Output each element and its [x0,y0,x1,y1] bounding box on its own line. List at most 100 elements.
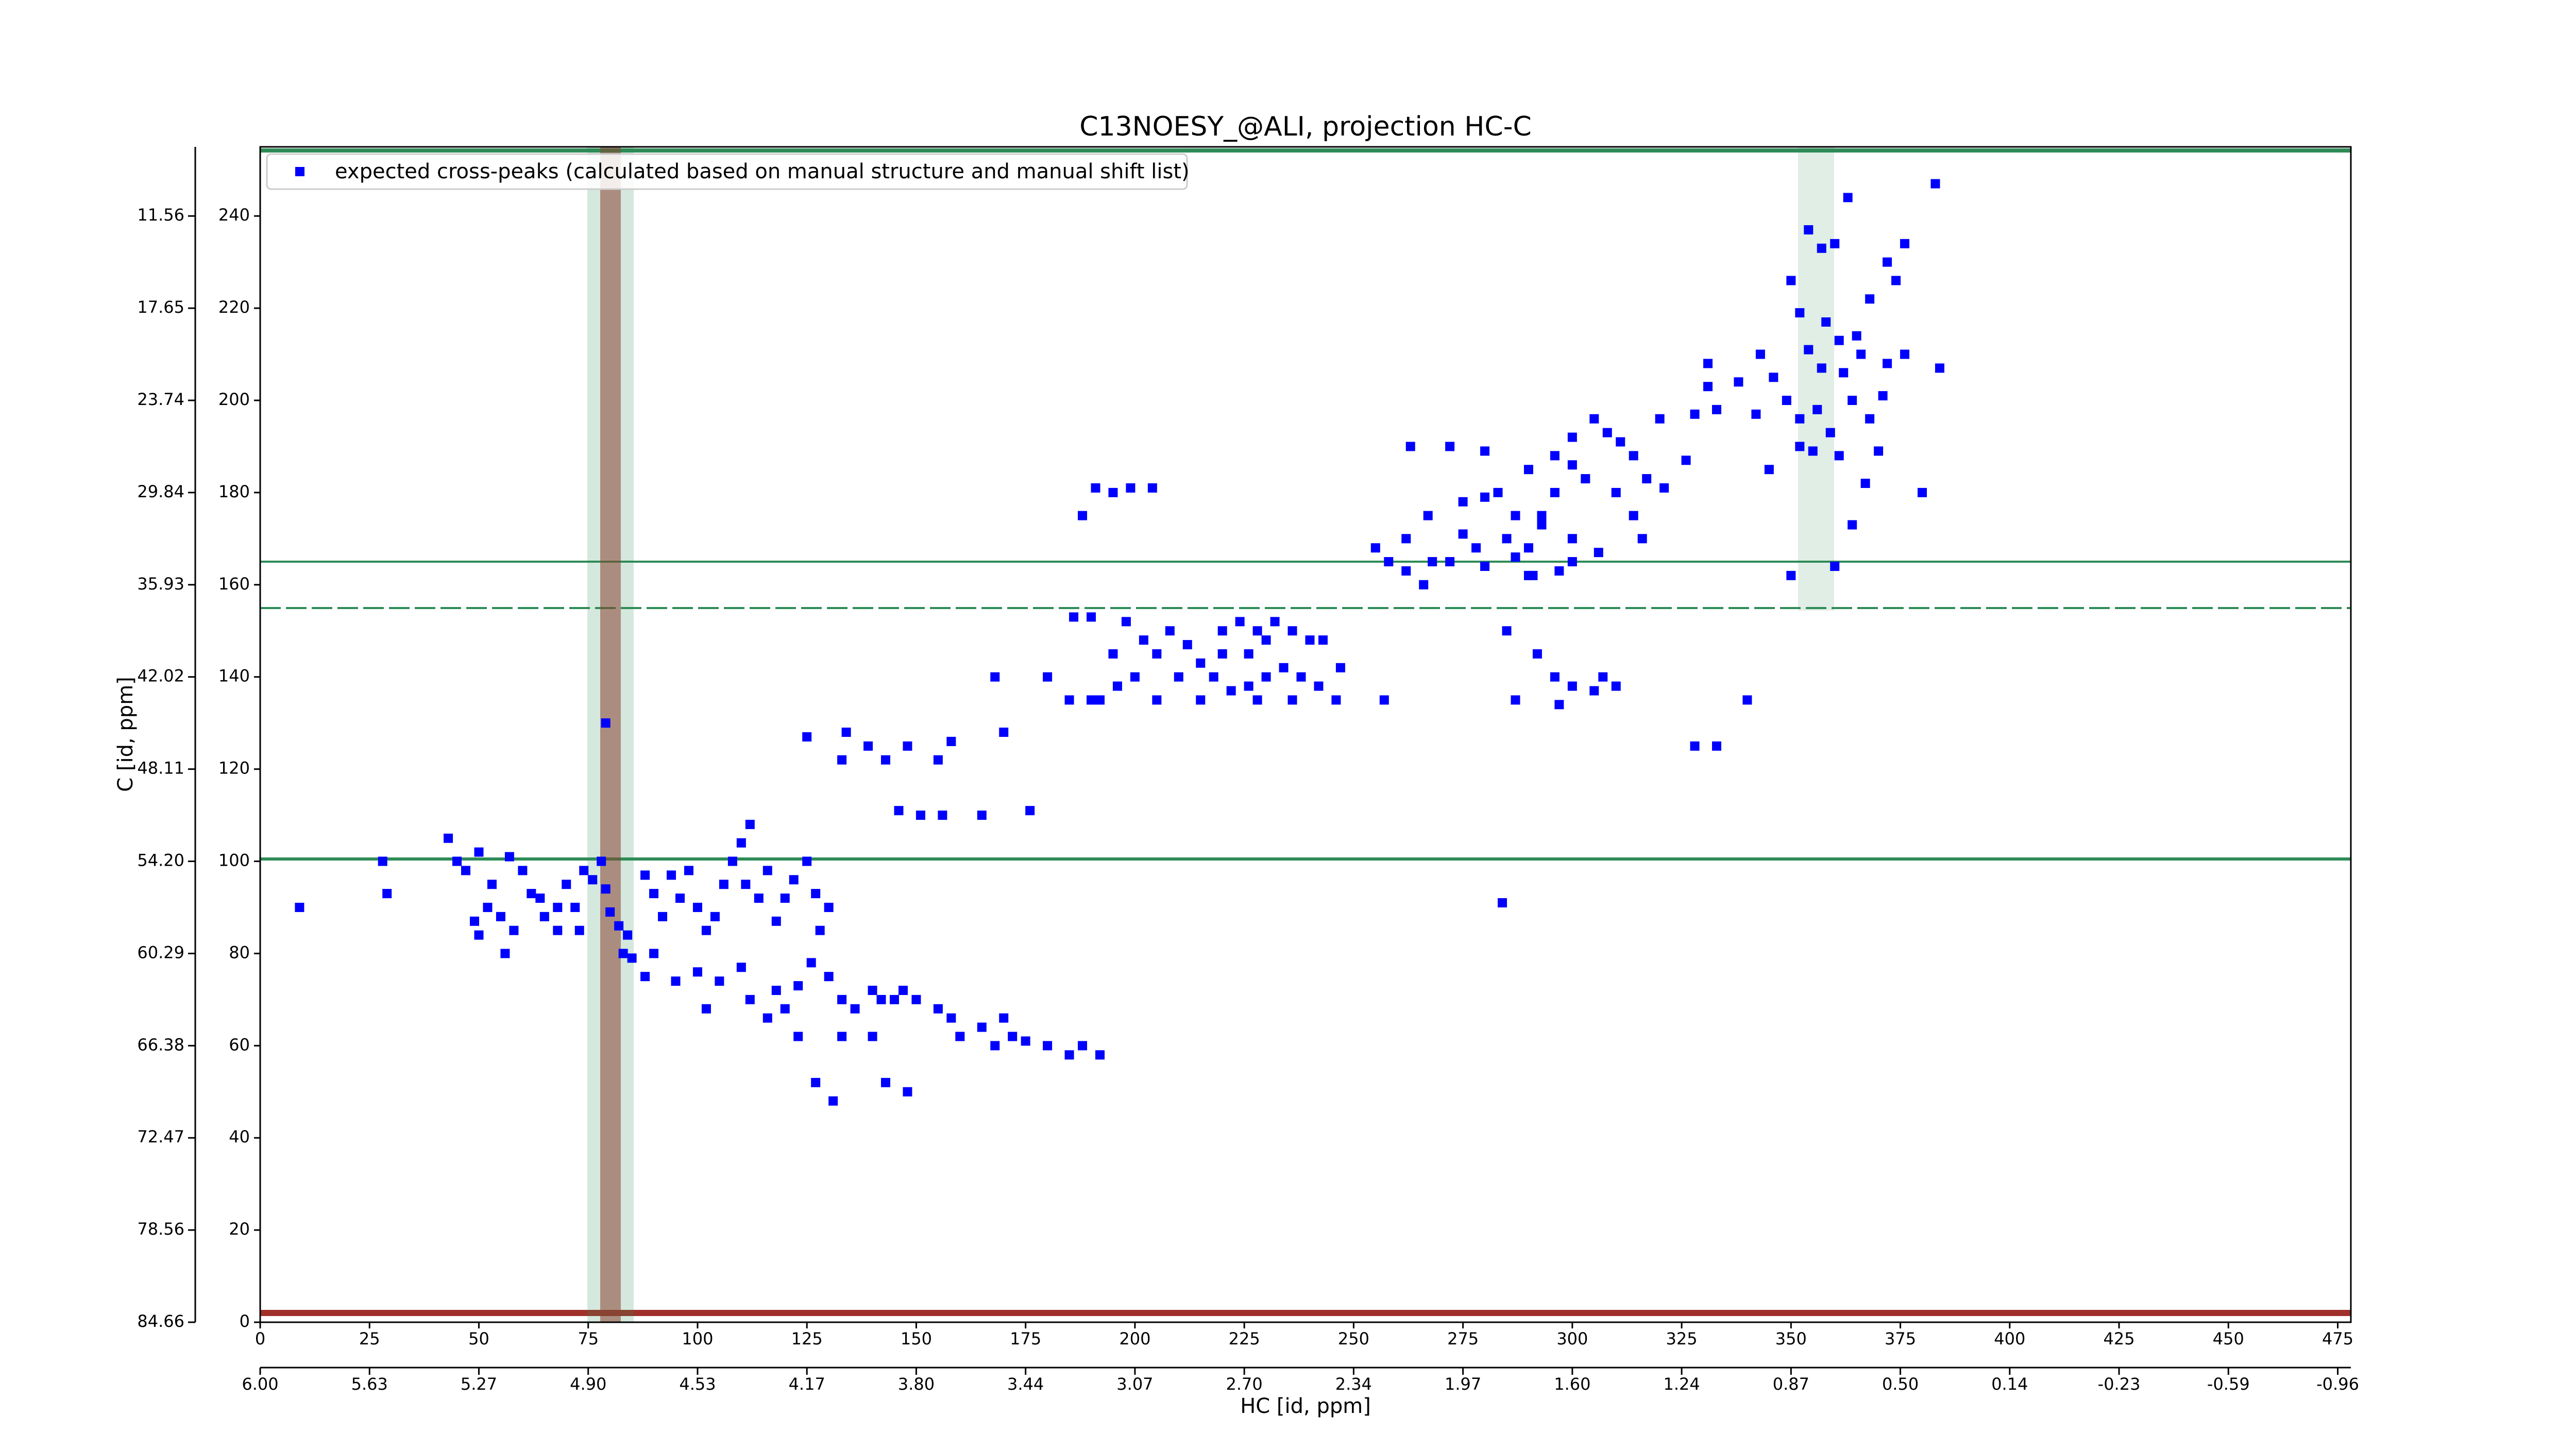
x2-tick-label: 4.17 [789,1374,825,1394]
y2-tick-label: 84.66 [137,1311,184,1331]
cross-peak [671,976,681,986]
cross-peak [1287,626,1297,636]
x-tick-label: 75 [578,1329,599,1349]
x2-tick-label: 2.34 [1335,1374,1372,1394]
y2-tick-label: 66.38 [137,1035,184,1054]
cross-peak [1379,695,1389,705]
cross-peak [509,925,519,935]
cross-peak [1532,649,1542,659]
cross-peak [1860,478,1870,488]
cross-peak [1935,363,1944,373]
cross-peak [802,856,812,866]
cross-peak [815,925,825,935]
cross-peak [1471,543,1481,553]
y2-tick-label: 60.29 [137,942,184,962]
cross-peak [618,949,628,958]
cross-peak [1152,649,1162,659]
y2-tick-label: 42.02 [137,666,184,686]
cross-peak [1502,534,1512,544]
cross-peak [1261,635,1271,645]
cross-peak [903,1087,912,1097]
cross-peak [868,1032,877,1041]
cross-peak [675,894,685,903]
cross-peak [1217,649,1227,659]
cross-peak [1883,359,1892,368]
cross-peak [1182,640,1192,650]
cross-peak [1703,359,1713,368]
cross-peak [1428,557,1437,567]
cross-peak [946,736,956,746]
x-tick-label: 125 [791,1329,823,1349]
cross-peak [841,728,851,737]
cross-peak [382,889,392,899]
x2-tick-label: -0.23 [2098,1374,2141,1394]
cross-peak [990,672,1000,682]
x2-tick-label: 1.60 [1554,1374,1590,1394]
cross-peak [863,741,873,751]
cross-peak [553,925,563,935]
y2-tick-label: 54.20 [137,850,184,870]
x-tick-label: 200 [1119,1329,1150,1349]
cross-peak [601,884,611,894]
y2-tick-label: 72.47 [137,1127,184,1147]
cross-peak [715,976,724,986]
cross-peak [1008,1032,1018,1041]
cross-peak [1217,626,1227,636]
cross-peak [1883,257,1892,267]
cross-peak [553,902,563,912]
cross-peak [1712,741,1722,751]
cross-peak [588,875,598,885]
cross-peak [1852,331,1861,341]
x2-tick-label: 3.07 [1116,1374,1153,1394]
cross-peak [1165,626,1175,636]
cross-peak [1703,382,1713,392]
cross-peak [1279,663,1289,672]
cross-peak [1498,898,1507,907]
y-tick-label: 60 [229,1035,250,1054]
cross-peak [1069,612,1079,622]
cross-peak [461,866,471,875]
x-tick-label: 475 [2322,1329,2353,1349]
x-tick-label: 100 [682,1329,713,1349]
cross-peak [745,995,755,1004]
cross-peak [1252,626,1262,636]
cross-peak [1147,483,1157,493]
cross-peak [1712,405,1722,414]
cross-peak [649,889,659,899]
cross-peak [1848,395,1857,405]
cross-peak [1095,695,1105,705]
cross-peak [916,811,925,820]
cross-peak [837,755,847,765]
cross-peak [1848,520,1857,530]
cross-peak [1567,681,1577,691]
x-tick-label: 25 [359,1329,380,1349]
cross-peak [1445,442,1455,451]
cross-peak [1108,649,1118,659]
cross-peak [640,972,650,982]
cross-peak [850,1004,860,1014]
y2-tick-label: 11.56 [137,205,184,225]
x-tick-label: 250 [1338,1329,1369,1349]
plot-marks [295,179,1944,1106]
cross-peak [1900,239,1910,248]
cross-peak [1659,483,1669,493]
cross-peak [1419,580,1429,589]
cross-peak [999,1013,1009,1023]
cross-peak [1795,308,1805,318]
cross-peak [1318,635,1328,645]
y-tick-label: 100 [218,850,250,870]
cross-peak [762,1013,772,1023]
cross-peak [881,1077,891,1087]
cross-peak [1523,465,1533,475]
cross-peak [1480,562,1490,571]
cross-peak [1108,487,1118,497]
cross-peak [771,985,781,995]
cross-peak [1480,492,1490,502]
y-tick-label: 120 [218,759,250,778]
cross-peak [977,1022,987,1032]
cross-peak [898,985,908,995]
x2-tick-label: 5.27 [461,1374,497,1394]
cross-peak [1554,566,1564,576]
cross-peak [1865,294,1875,304]
x-tick-label: 300 [1556,1329,1588,1349]
